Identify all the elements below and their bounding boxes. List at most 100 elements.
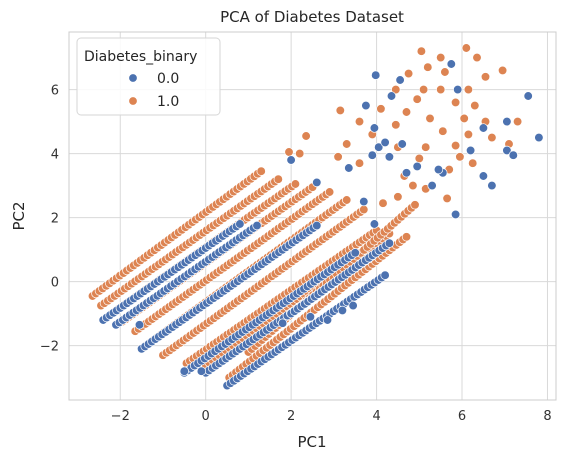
- point-class-1: [463, 84, 474, 95]
- point-class-1: [393, 192, 403, 202]
- legend-label-0: 0.0: [157, 71, 179, 87]
- point-class-0: [478, 123, 489, 133]
- legend-label-1: 1.0: [157, 94, 179, 110]
- point-class-0: [534, 132, 544, 143]
- point-class-1: [461, 43, 471, 53]
- x-tick-label: 0: [202, 409, 210, 424]
- point-class-1: [333, 152, 343, 162]
- point-class-0: [134, 320, 145, 330]
- point-class-1: [497, 65, 508, 76]
- legend-title: Diabetes_binary: [84, 49, 197, 65]
- point-class-1: [342, 195, 352, 205]
- data-points: [87, 43, 544, 391]
- point-class-0: [369, 123, 380, 133]
- point-class-1: [414, 153, 424, 164]
- point-class-1: [512, 116, 523, 127]
- point-class-0: [465, 145, 476, 156]
- point-class-1: [324, 187, 335, 197]
- y-axis-label: PC2: [10, 201, 28, 230]
- point-class-1: [472, 52, 482, 63]
- point-class-0: [179, 366, 189, 376]
- point-class-1: [487, 132, 497, 143]
- point-class-0: [450, 209, 461, 220]
- x-tick-label: 4: [372, 409, 380, 424]
- tick-labels: −2 0 2 4 6 8 −2 0 2 4 6: [40, 84, 552, 424]
- point-class-1: [450, 140, 461, 151]
- point-class-0: [401, 168, 412, 178]
- point-class-0: [359, 196, 369, 207]
- point-class-0: [523, 91, 533, 101]
- point-class-1: [421, 142, 431, 152]
- point-class-0: [235, 219, 245, 229]
- point-class-0: [427, 180, 437, 191]
- point-class-1: [284, 147, 294, 157]
- point-class-1: [378, 198, 388, 208]
- legend: Diabetes_binary 0.0 1.0: [76, 37, 221, 116]
- y-tick-label: 0: [51, 276, 59, 291]
- point-class-1: [463, 129, 474, 140]
- y-tick-label: 4: [51, 148, 59, 163]
- point-class-1: [354, 158, 365, 168]
- point-class-1: [401, 232, 412, 242]
- point-class-0: [380, 270, 390, 280]
- point-class-1: [470, 100, 480, 111]
- x-tick-label: 6: [458, 409, 466, 424]
- point-class-0: [374, 142, 384, 152]
- point-class-1: [256, 166, 266, 176]
- point-class-1: [273, 174, 283, 184]
- point-class-1: [354, 116, 365, 127]
- point-class-0: [386, 91, 397, 101]
- x-axis-label: PC1: [297, 433, 326, 451]
- point-class-0: [433, 164, 444, 175]
- point-class-1: [408, 180, 418, 191]
- x-tick-label: 2: [287, 409, 295, 424]
- point-class-0: [478, 171, 489, 181]
- point-class-1: [401, 107, 412, 117]
- point-class-1: [412, 94, 422, 104]
- point-class-1: [438, 126, 448, 136]
- point-class-1: [436, 84, 446, 95]
- point-class-0: [371, 70, 381, 80]
- point-class-0: [286, 155, 296, 165]
- point-class-1: [335, 105, 345, 116]
- point-class-0: [395, 75, 405, 85]
- point-class-0: [384, 238, 395, 248]
- x-tick-label: −2: [111, 409, 130, 424]
- point-class-0: [312, 220, 322, 231]
- point-class-1: [459, 113, 469, 124]
- point-class-0: [277, 318, 288, 328]
- point-class-1: [480, 72, 491, 82]
- point-class-0: [502, 145, 512, 156]
- point-class-0: [502, 116, 512, 127]
- point-class-1: [290, 179, 301, 189]
- point-class-0: [369, 219, 380, 229]
- point-class-0: [508, 150, 518, 160]
- point-class-0: [384, 152, 395, 162]
- point-class-0: [487, 180, 497, 191]
- point-class-0: [322, 315, 333, 325]
- point-class-0: [305, 312, 316, 322]
- legend-marker-1: [128, 96, 138, 106]
- chart-title: PCA of Diabetes Dataset: [220, 8, 404, 26]
- point-class-0: [367, 150, 377, 160]
- point-class-1: [376, 104, 386, 114]
- point-class-0: [397, 139, 407, 149]
- point-class-1: [403, 68, 414, 79]
- point-class-1: [295, 148, 305, 159]
- point-class-0: [196, 366, 207, 376]
- point-class-0: [361, 100, 371, 111]
- point-class-1: [455, 152, 465, 162]
- point-class-1: [418, 84, 429, 95]
- point-class-1: [410, 200, 420, 210]
- legend-box: [76, 37, 221, 116]
- point-class-0: [380, 137, 390, 148]
- point-class-1: [425, 113, 435, 124]
- point-class-0: [453, 84, 463, 95]
- point-class-1: [416, 46, 427, 56]
- point-class-1: [436, 52, 446, 63]
- point-class-0: [446, 59, 456, 69]
- y-tick-label: −2: [40, 340, 59, 355]
- point-class-0: [350, 248, 360, 258]
- point-class-0: [344, 163, 354, 173]
